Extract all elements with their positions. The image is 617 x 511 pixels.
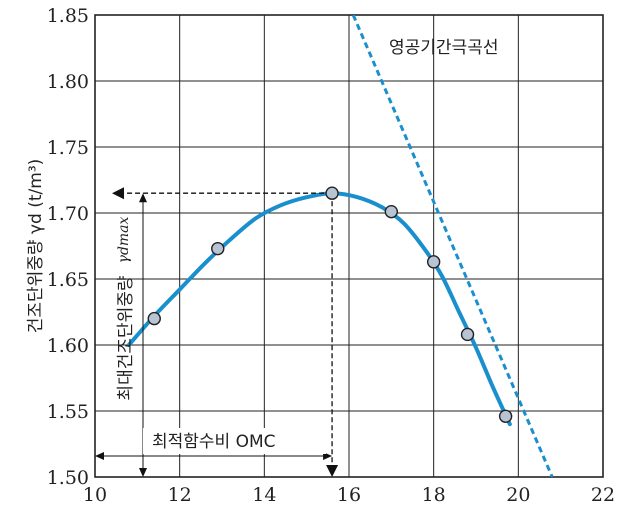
omc-arrow-left <box>95 452 104 460</box>
y-tick-label: 1.85 <box>47 5 89 27</box>
y-tick-label: 1.65 <box>47 269 89 291</box>
y-tick-label: 1.60 <box>47 335 89 357</box>
omc-arrowhead <box>326 465 339 477</box>
measured-point <box>498 409 513 423</box>
compaction-curve-line <box>126 191 512 427</box>
x-tick-label: 20 <box>506 484 530 506</box>
y-tick-label: 1.70 <box>47 203 89 225</box>
measured-points <box>147 186 513 423</box>
x-tick-label: 14 <box>252 484 276 506</box>
omc-label: 최적함수비 OMC <box>152 432 276 452</box>
max-density-arrow-bottom <box>139 468 147 477</box>
measured-point <box>426 255 441 269</box>
max-density-arrow-top <box>139 193 147 203</box>
x-tick-label: 16 <box>337 484 361 506</box>
zav-legend-label: 영공기간극곡선 <box>389 38 498 58</box>
measured-point <box>147 311 161 326</box>
x-tick-labels: 10 12 14 16 18 20 22 <box>83 484 615 506</box>
y-tick-label: 1.55 <box>47 401 89 423</box>
y-tick-label: 1.75 <box>47 137 89 159</box>
max-density-label: 최대건조단위중량 <box>116 275 136 400</box>
y-tick-label: 1.80 <box>47 71 89 93</box>
zero-air-voids-line <box>351 15 554 477</box>
gamma-dmax-arrowhead <box>112 187 124 200</box>
grid-lines <box>95 15 603 477</box>
measured-point <box>460 327 475 342</box>
y-tick-label: 1.50 <box>47 467 89 489</box>
omc-label-background <box>143 428 326 454</box>
measured-point <box>384 204 399 219</box>
y-tick-labels: 1.50 1.55 1.60 1.65 1.70 1.75 1.80 1.85 <box>47 5 89 489</box>
gamma-dmax-label: γdmax <box>116 216 132 263</box>
x-tick-label: 12 <box>168 484 192 506</box>
x-tick-label: 22 <box>591 484 615 506</box>
x-tick-label: 18 <box>422 484 446 506</box>
x-tick-label: 10 <box>83 484 107 506</box>
plot-frame <box>94 14 604 478</box>
y-axis-label: 건조단위중량 γd (t/m³) <box>26 159 46 334</box>
measured-point <box>325 186 339 200</box>
measured-point <box>211 241 225 256</box>
